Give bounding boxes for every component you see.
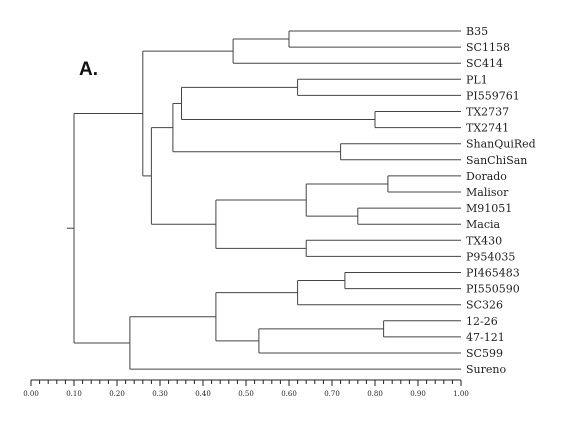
leaf-label: PI465483 [466, 267, 520, 280]
leaf-label: SC414 [466, 57, 503, 70]
axis-tick-label: 0.10 [66, 390, 82, 398]
leaf-label: TX2741 [466, 122, 509, 135]
leaf-label: SanChiSan [466, 154, 527, 167]
axis-tick-label: 0.70 [324, 390, 340, 398]
leaf-label: M91051 [466, 202, 512, 215]
leaf-label: P954035 [466, 250, 515, 263]
axis-tick-label: 0.50 [238, 390, 254, 398]
dendrogram-branches [67, 30, 461, 370]
leaf-label: TX2737 [466, 106, 509, 119]
axis-tick-label: 0.30 [152, 390, 168, 398]
leaf-label: PL1 [466, 73, 488, 86]
axis-tick-label: 1.00 [453, 390, 469, 398]
leaf-label: Macia [466, 218, 501, 231]
axis-tick-label: 0.60 [281, 390, 297, 398]
leaf-label: 47-121 [466, 331, 505, 344]
leaf-label: PI550590 [466, 283, 520, 296]
leaf-label: Dorado [466, 170, 507, 183]
leaf-label: PI559761 [466, 89, 520, 102]
leaf-label: Malisor [466, 186, 509, 199]
leaf-label: B35 [466, 25, 488, 38]
leaf-label: TX430 [466, 234, 502, 247]
axis-tick-label: 0.90 [410, 390, 426, 398]
axis-tick-label: 0.80 [367, 390, 383, 398]
leaf-label: SC599 [466, 347, 503, 360]
leaf-label: 12-26 [466, 315, 498, 328]
distance-axis: 0.00 0.10 0.20 0.30 0.40 0.50 0.60 0.70 0.80 0.90… [23, 379, 469, 398]
axis-tick-label: 0.00 [23, 390, 39, 398]
leaf-label: SC1158 [466, 41, 510, 54]
leaf-labels: B35 SC1158 SC414 PL1 PI559761 TX2737 TX2741 Sha… [466, 25, 536, 376]
axis-tick-label: 0.20 [109, 390, 125, 398]
panel-label: A. [79, 59, 98, 80]
axis-tick-label: 0.40 [195, 390, 211, 398]
leaf-label: SC326 [466, 299, 503, 312]
leaf-label: Sureno [466, 363, 506, 376]
leaf-label: ShanQuiRed [466, 138, 536, 151]
